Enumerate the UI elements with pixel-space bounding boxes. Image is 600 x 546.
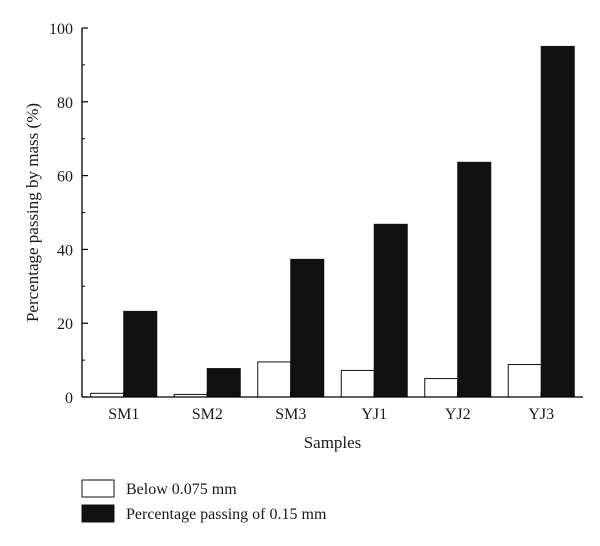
x-tick-label: SM2: [192, 406, 223, 423]
x-tick-label: SM1: [108, 406, 139, 423]
x-tick-label: YJ2: [445, 406, 471, 423]
y-tick-label: 40: [57, 242, 73, 259]
bars-group: [90, 45, 575, 398]
legend-swatch-below-0075: [81, 479, 115, 498]
y-tick-label: 0: [65, 390, 73, 407]
legend-swatch-passing-015: [81, 504, 115, 523]
legend-label-passing-015: Percentage passing of 0.15 mm: [126, 506, 327, 523]
bar-yj2-series-2: [457, 161, 492, 398]
bar-yj3-series-2: [540, 45, 575, 398]
legend-label-below-0075: Below 0.075 mm: [126, 481, 237, 498]
y-tick-label: 100: [49, 21, 73, 38]
x-tick-label: YJ1: [361, 406, 387, 423]
bar-yj1-series-2: [373, 223, 408, 398]
bar-sm3-series-1: [257, 361, 292, 398]
x-tick-label: SM3: [275, 406, 306, 423]
x-tick-label: YJ3: [528, 406, 554, 423]
bar-yj3-series-1: [507, 364, 542, 398]
bar-yj1-series-1: [340, 369, 375, 398]
bar-sm2-series-2: [206, 368, 241, 398]
y-ticks: 0 20 40 60 80 100: [49, 21, 88, 407]
y-tick-label: 20: [57, 316, 73, 333]
bar-yj2-series-1: [424, 378, 459, 398]
y-axis-title: Percentage passing by mass (%): [23, 103, 42, 322]
y-tick-label: 60: [57, 169, 73, 186]
legend: Below 0.075 mm Percentage passing of 0.1…: [81, 479, 327, 523]
x-ticks: SM1 SM2 SM3 YJ1 YJ2 YJ3: [108, 392, 554, 423]
bar-sm3-series-2: [290, 258, 325, 398]
bar-sm1-series-2: [123, 310, 158, 398]
y-tick-label: 80: [57, 95, 73, 112]
x-axis-title: Samples: [304, 433, 362, 452]
